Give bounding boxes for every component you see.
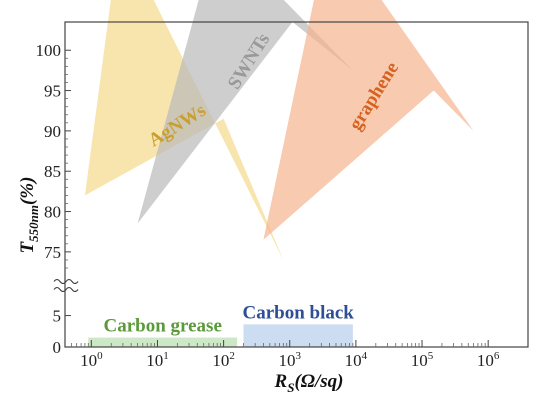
y-axis-break [53,278,79,293]
x-tick-label-4: 104 [345,350,368,370]
y-tick-label-2: 75 [44,243,61,262]
y-tick-label-4: 85 [44,162,61,181]
x-tick-label-3: 103 [278,350,301,370]
region-swnts [137,0,353,224]
y-tick-label-6: 95 [44,82,61,101]
region-label-carbon-grease: Carbon grease [104,316,222,337]
y-tick-label-0: 0 [53,338,62,357]
ticks-layer: 100 101 102 103 104 105 106 0 5 75 80 85 90 95 100 [36,41,500,370]
axis-break-mark-0 [53,278,79,285]
region-carbon-grease [88,337,238,347]
plot-frame [64,21,529,348]
region-graphene [263,0,474,240]
regions-layer [84,0,474,347]
x-tick-label-0: 100 [80,350,103,370]
y-tick-label-7: 100 [36,41,62,60]
x-tick-label-1: 101 [146,350,169,370]
y-tick-label-5: 90 [44,122,61,141]
y-tick-label-1: 5 [53,307,62,326]
region-carbon-black [243,324,353,347]
region-label-carbon-black: Carbon black [242,302,354,323]
x-tick-label-2: 102 [212,350,235,370]
x-tick-label-6: 106 [477,350,500,370]
y-tick-label-3: 80 [44,203,61,222]
y-axis-label: T550nm(%) [17,177,41,254]
x-tick-label-5: 105 [411,350,434,370]
axis-break-mark-1 [53,286,79,293]
x-axis-label: RS(Ω/sq) [274,371,344,395]
